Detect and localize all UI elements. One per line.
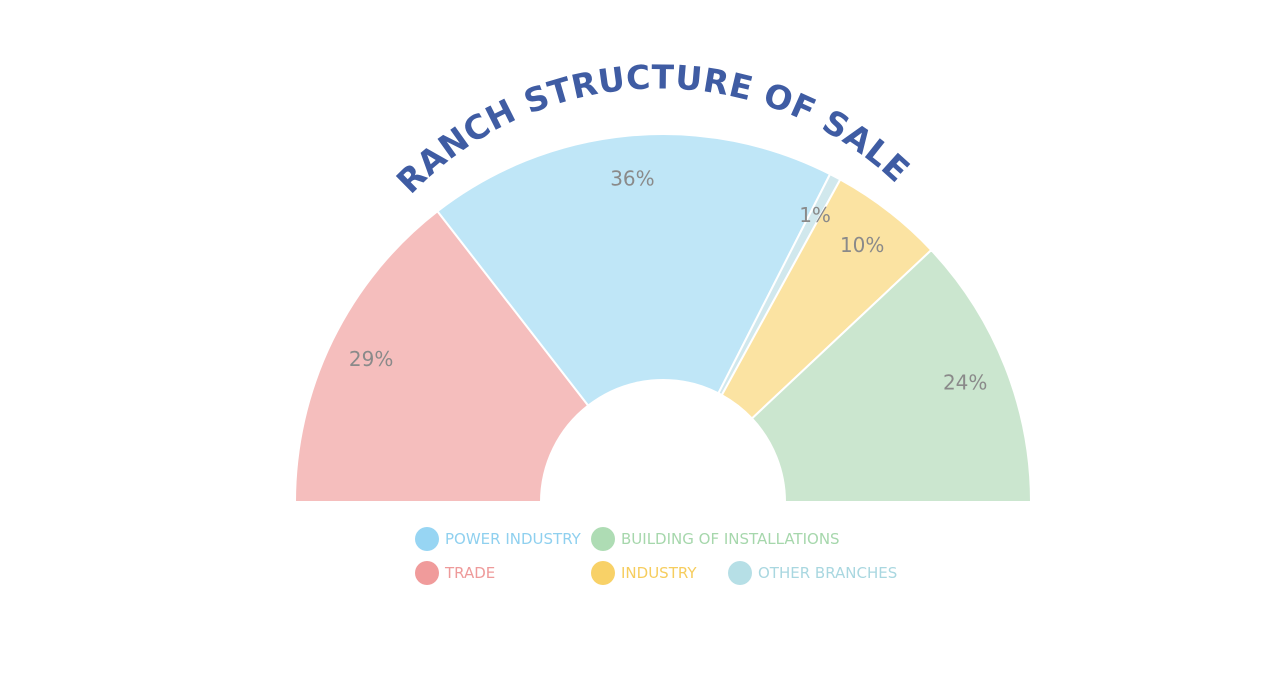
legend-dot: [591, 561, 615, 585]
slice-power-industry: [436, 133, 832, 408]
legend-item: TRADE: [415, 560, 495, 586]
slice-building-of-installations: [750, 248, 1033, 503]
legend-label: POWER INDUSTRY: [445, 530, 581, 548]
legend-label: TRADE: [445, 564, 496, 582]
legend-dot: [591, 527, 615, 551]
legend-dot: [415, 561, 439, 585]
legend-item: INDUSTRY: [591, 560, 696, 586]
legend-item: POWER INDUSTRY: [415, 526, 581, 552]
legend-dot: [415, 527, 439, 551]
slice-trade: [293, 209, 590, 503]
legend-label: OTHER BRANCHES: [758, 564, 898, 582]
legend-item: OTHER BRANCHES: [728, 560, 897, 586]
slice-label-other-branches: 1%: [799, 203, 831, 227]
slices-group: [293, 133, 1033, 503]
slice-label-power-industry: 36%: [610, 166, 654, 190]
legend-label: BUILDING OF INSTALLATIONS: [621, 530, 840, 548]
legend-item: BUILDING OF INSTALLATIONS: [591, 526, 840, 552]
legend-label: INDUSTRY: [621, 564, 697, 582]
slice-label-building-of-installations: 24%: [943, 370, 987, 394]
slice-label-trade: 29%: [349, 347, 393, 371]
slice-label-industry: 10%: [840, 233, 884, 257]
legend-dot: [728, 561, 752, 585]
slice-labels-group: 29% 36% 1% 10% 24%: [349, 166, 987, 394]
